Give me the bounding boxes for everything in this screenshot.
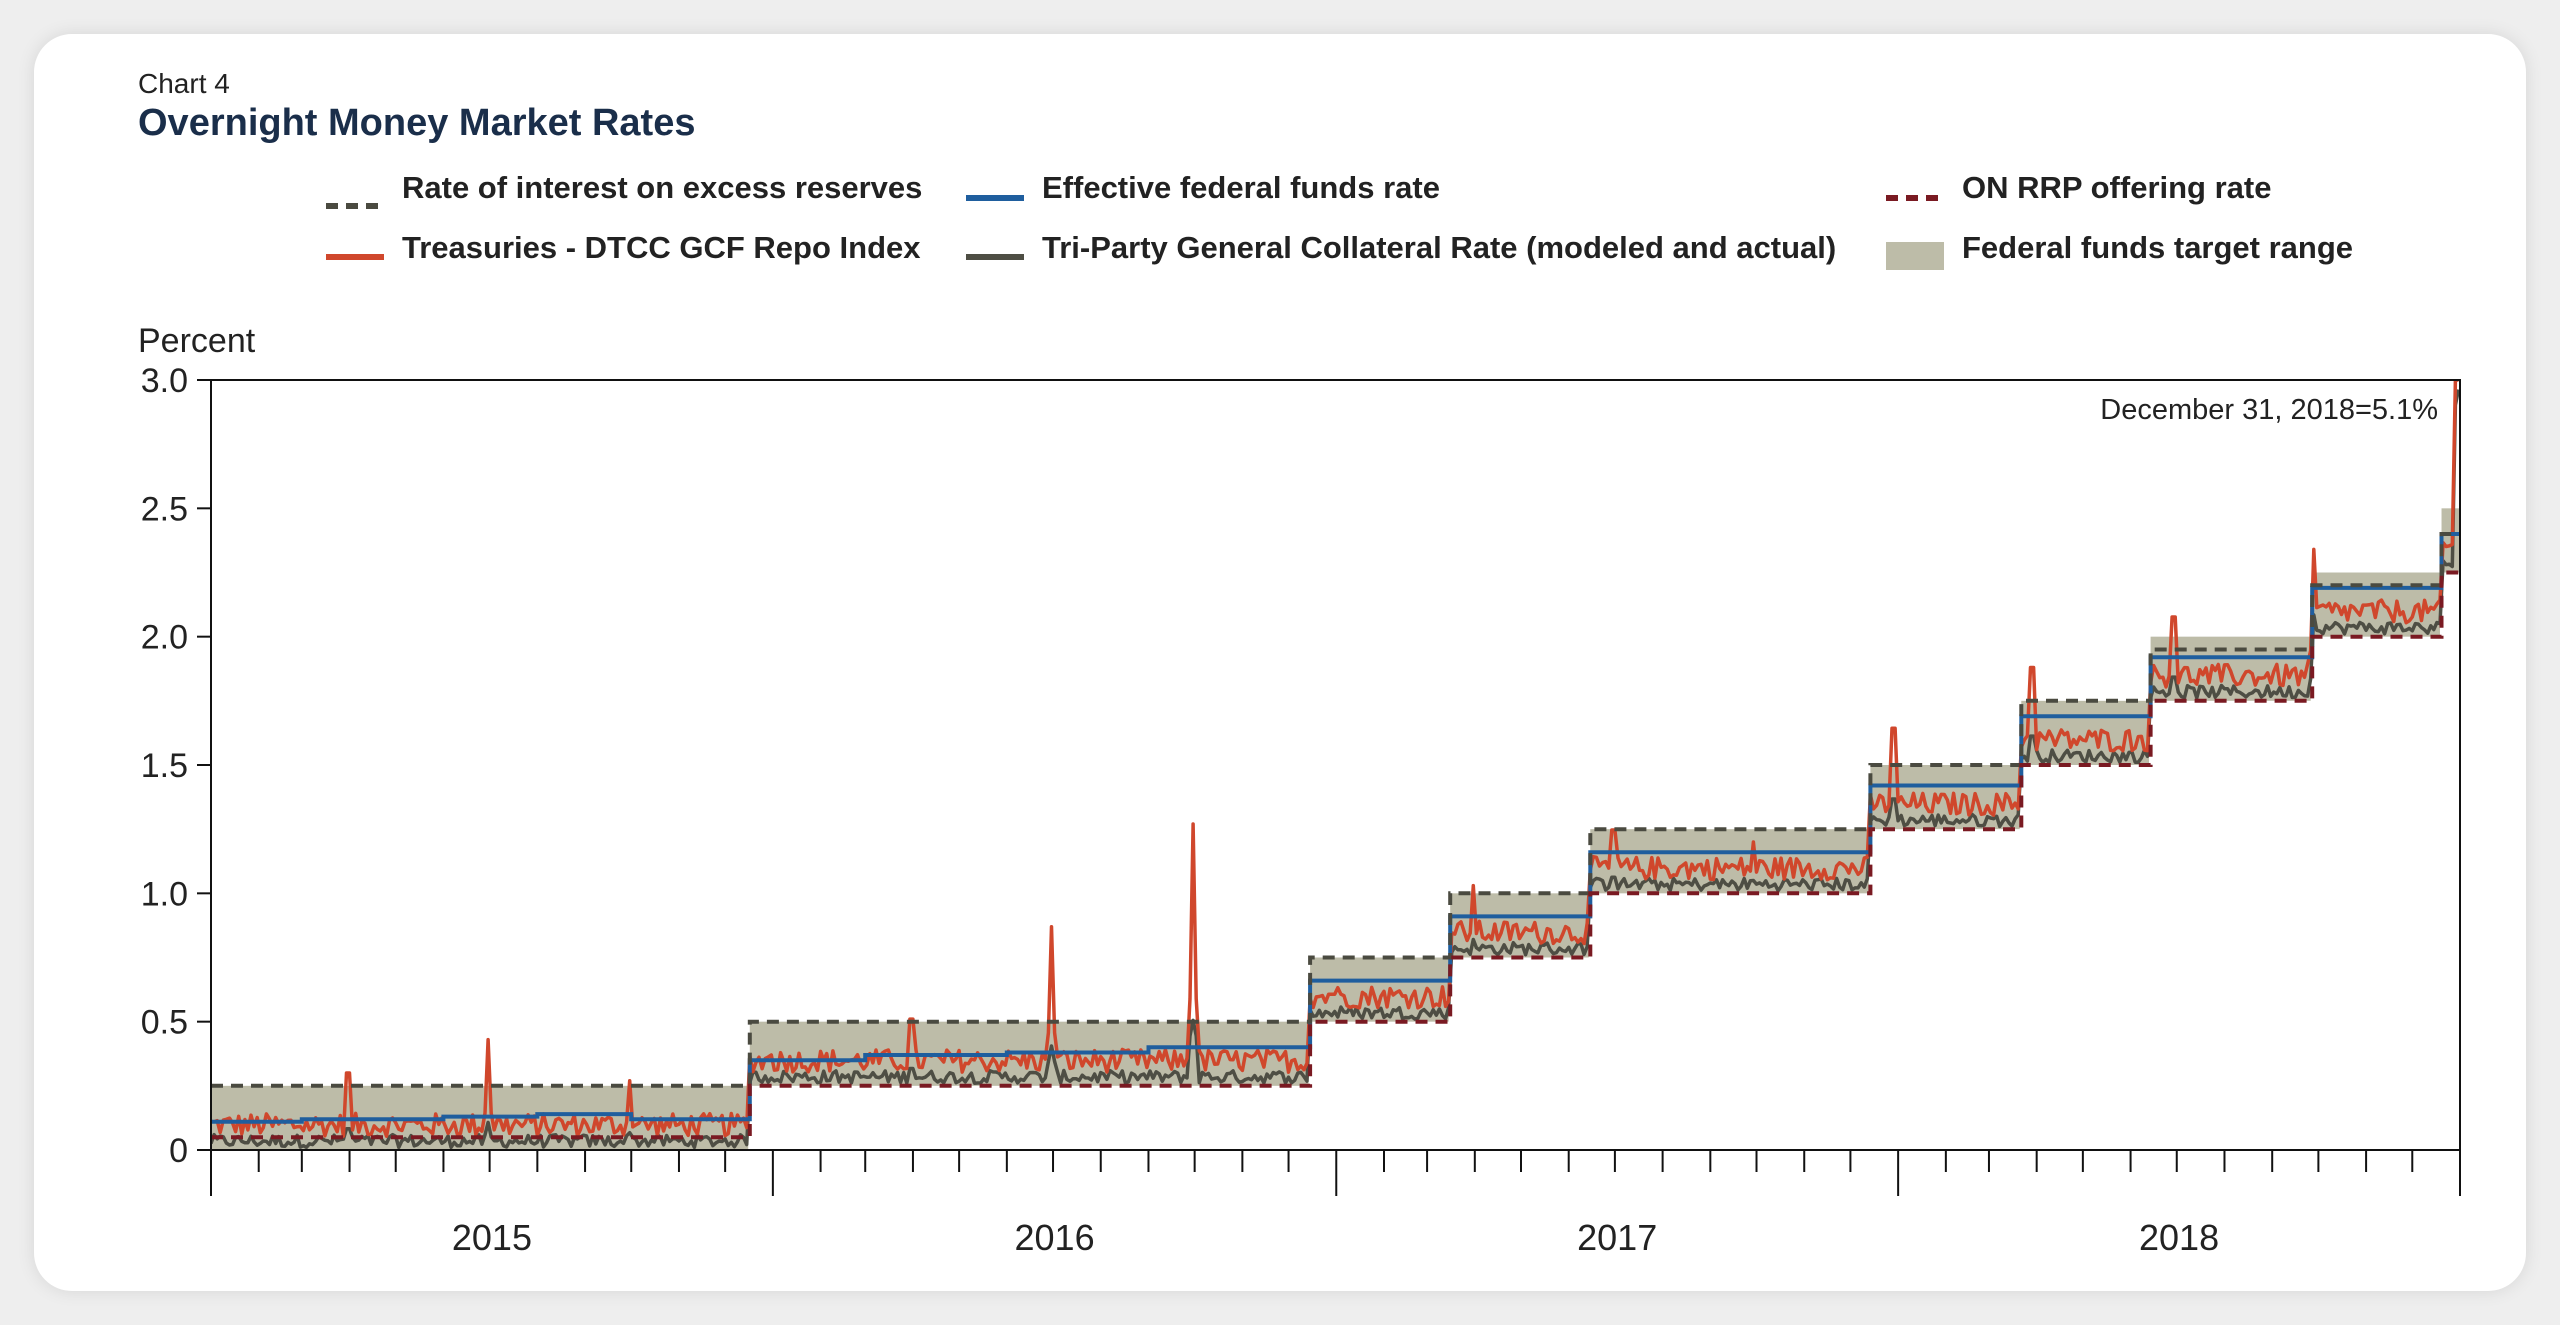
legend-label-tgcr: Tri-Party General Collateral Rate (model… xyxy=(1042,230,1836,265)
legend-item-gcf: Treasuries - DTCC GCF Repo Index xyxy=(326,230,921,265)
y-tick-label-0: 0 xyxy=(169,1132,188,1170)
y-tick-label-5: 2.5 xyxy=(141,490,188,528)
plot-area: 0 0.5 1.0 1.5 2.0 2.5 3.0 2015 2016 2017 2018 xyxy=(141,362,2461,1258)
legend-label-range: Federal funds target range xyxy=(1962,230,2353,265)
series-gcf xyxy=(211,380,2459,1138)
x-year-label-2016: 2016 xyxy=(1015,1217,1095,1258)
legend-item-effr: Effective federal funds rate xyxy=(966,170,1440,205)
target-range-layer xyxy=(211,508,2460,1150)
y-axis-label: Percent xyxy=(138,322,256,360)
series-ioer xyxy=(211,532,2460,1088)
x-year-label-2017: 2017 xyxy=(1577,1217,1657,1258)
legend-item-tgcr: Tri-Party General Collateral Rate (model… xyxy=(966,230,1836,265)
y-tick-label-6: 3.0 xyxy=(141,362,188,400)
legend-item-ioer: Rate of interest on excess reserves xyxy=(326,170,922,209)
chart-number: Chart 4 xyxy=(138,68,230,99)
legend-label-gcf: Treasuries - DTCC GCF Repo Index xyxy=(402,230,921,265)
chart-title: Overnight Money Market Rates xyxy=(138,102,695,144)
legend-label-onrrp: ON RRP offering rate xyxy=(1962,170,2271,205)
x-year-label-2018: 2018 xyxy=(2139,1217,2219,1258)
legend-swatch-range xyxy=(1886,242,1944,270)
chart-card: Chart 4 Overnight Money Market Rates Rat… xyxy=(34,34,2526,1291)
y-tick-label-3: 1.5 xyxy=(141,747,188,785)
chart-canvas: Chart 4 Overnight Money Market Rates Rat… xyxy=(138,68,2461,1258)
chart-annotation: December 31, 2018=5.1% xyxy=(2100,394,2438,426)
series-layer xyxy=(211,380,2460,1150)
x-year-label-2015: 2015 xyxy=(452,1217,532,1258)
legend-item-range: Federal funds target range xyxy=(1886,230,2353,270)
series-effr xyxy=(211,532,2460,1124)
y-tick-label-4: 2.0 xyxy=(141,619,188,657)
y-tick-label-2: 1.0 xyxy=(141,875,188,913)
legend-item-onrrp: ON RRP offering rate xyxy=(1886,170,2271,205)
series-tgcr xyxy=(211,389,2460,1150)
legend-label-effr: Effective federal funds rate xyxy=(1042,170,1440,205)
y-tick-label-1: 0.5 xyxy=(141,1004,188,1042)
legend-label-ioer: Rate of interest on excess reserves xyxy=(402,170,922,205)
legend: Rate of interest on excess reserves Effe… xyxy=(326,170,2353,270)
axes-layer: 0 0.5 1.0 1.5 2.0 2.5 3.0 2015 2016 2017 2018 xyxy=(141,362,2461,1258)
series-onrrp xyxy=(211,570,2460,1140)
